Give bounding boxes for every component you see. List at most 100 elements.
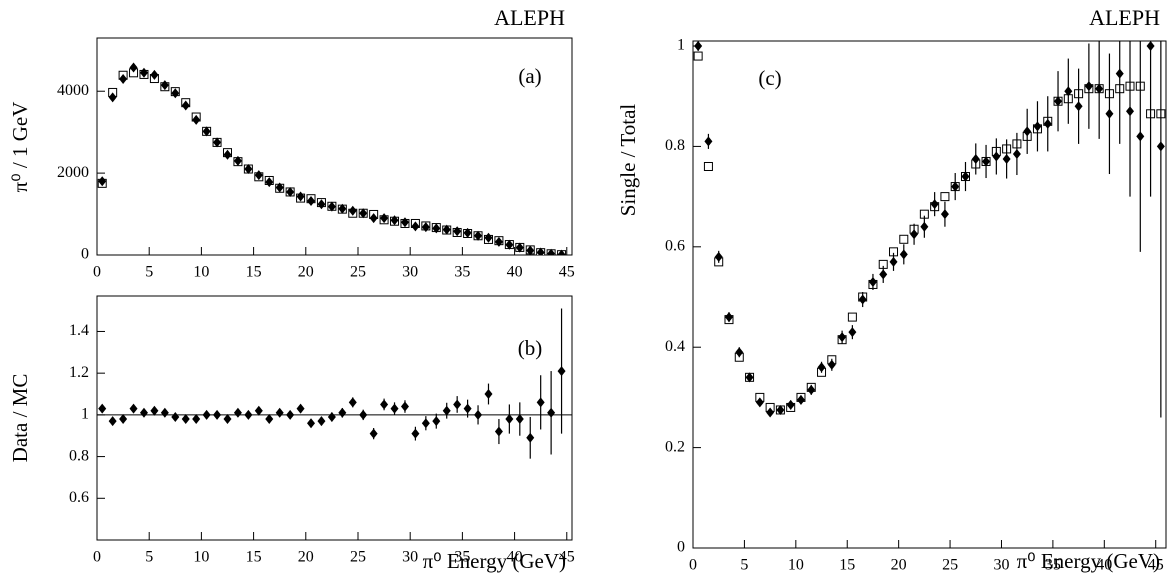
data-point (817, 362, 826, 373)
data-point (463, 227, 472, 238)
data-point (1156, 141, 1165, 152)
data-point (694, 41, 703, 52)
data-point (390, 403, 399, 414)
data-point (453, 226, 462, 237)
panel-label: (c) (758, 66, 781, 90)
x-tick-label: 40 (1096, 557, 1112, 574)
data-point (899, 249, 908, 260)
data-point (317, 416, 326, 427)
data-point (213, 137, 222, 148)
x-axis-label: π⁰ Energy (GeV) (1017, 549, 1160, 573)
data-point (526, 245, 535, 255)
data-point (1126, 106, 1135, 117)
data-point (296, 403, 305, 414)
data-point (192, 114, 201, 125)
x-tick-label: 25 (942, 557, 958, 574)
data-point (181, 414, 190, 425)
data-point (1033, 121, 1042, 132)
data-point (484, 389, 493, 400)
x-tick-label: 45 (559, 264, 575, 281)
data-point (108, 416, 117, 427)
x-tick-label: 25 (350, 549, 366, 566)
data-point (327, 201, 336, 212)
data-point (139, 407, 148, 418)
data-point (557, 249, 566, 255)
data-point (992, 151, 1001, 162)
data-point (735, 347, 744, 358)
data-point (223, 414, 232, 425)
x-tick-label: 5 (145, 264, 153, 281)
data-point (400, 401, 409, 412)
data-point (296, 191, 305, 202)
x-tick-label: 10 (193, 264, 209, 281)
mc-point (940, 192, 950, 202)
data-point (494, 236, 503, 247)
data-point (348, 205, 357, 216)
data-point (714, 251, 723, 262)
data-point (776, 404, 785, 415)
data-point (265, 414, 274, 425)
x-tick-label: 35 (1045, 557, 1061, 574)
data-point (463, 403, 472, 414)
x-tick-label: 40 (507, 264, 523, 281)
data-point (202, 126, 211, 137)
plot-frame (96, 295, 573, 541)
data-point (119, 414, 128, 425)
data-area (98, 308, 566, 459)
data-point (129, 403, 138, 414)
data-point (536, 397, 545, 408)
mc-point (899, 234, 909, 244)
y-axis-label: π⁰ / 1 GeV (8, 102, 32, 193)
data-point (536, 247, 545, 255)
data-point (390, 215, 399, 226)
data-point (139, 67, 148, 78)
mc-point (703, 161, 713, 171)
data-point (432, 416, 441, 427)
x-tick-label: 15 (246, 549, 262, 566)
data-point (474, 409, 483, 420)
data-point (971, 153, 980, 164)
data-point (254, 405, 263, 416)
data-point (745, 372, 754, 383)
data-point (494, 426, 503, 437)
y-tick-label: 4000 (57, 82, 89, 99)
y-tick-label: 0.6 (69, 489, 89, 506)
x-tick-label: 20 (298, 549, 314, 566)
x-tick-label: 5 (145, 549, 153, 566)
y-tick-label: 1 (677, 37, 685, 54)
data-point (1115, 68, 1124, 79)
data-point (327, 411, 336, 422)
data-point (807, 384, 816, 395)
data-point (348, 397, 357, 408)
data-point (244, 409, 253, 420)
data-point (254, 170, 263, 181)
data-point (526, 432, 535, 443)
y-tick-label: 0 (81, 246, 89, 263)
x-tick-label: 15 (246, 264, 262, 281)
data-point (961, 171, 970, 182)
data-area (97, 62, 567, 255)
y-tick-label: 0.6 (665, 237, 685, 254)
x-tick-label: 15 (839, 557, 855, 574)
data-point (150, 405, 159, 416)
data-point (724, 312, 733, 323)
data-point (858, 294, 867, 305)
data-point (505, 414, 514, 425)
data-point (233, 155, 242, 166)
data-point (868, 276, 877, 287)
data-point (1084, 81, 1093, 92)
y-tick-label: 0.2 (665, 438, 685, 455)
panel-label: (b) (518, 336, 543, 360)
data-area (693, 41, 1166, 418)
data-point (286, 186, 295, 197)
y-axis-label: Single / Total (616, 104, 640, 217)
data-point (171, 88, 180, 99)
data-point (171, 411, 180, 422)
data-point (119, 73, 128, 84)
data-point (547, 407, 556, 418)
data-point (1146, 41, 1155, 52)
y-tick-label: 2000 (57, 164, 89, 181)
data-point (442, 405, 451, 416)
data-point (380, 213, 389, 224)
data-point (421, 418, 430, 429)
